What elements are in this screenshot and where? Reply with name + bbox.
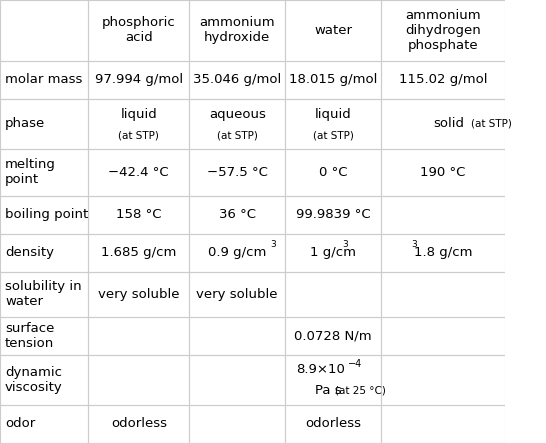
Bar xyxy=(88,149,189,196)
Bar xyxy=(189,0,285,61)
Text: 18.015 g/mol: 18.015 g/mol xyxy=(289,74,377,86)
Bar xyxy=(0,317,88,355)
Bar xyxy=(0,405,88,443)
Bar xyxy=(88,272,189,317)
Text: Pa s: Pa s xyxy=(315,385,341,397)
Text: 8.9×10: 8.9×10 xyxy=(296,363,345,376)
Bar xyxy=(189,233,285,272)
Text: (at STP): (at STP) xyxy=(118,130,159,140)
Text: aqueous: aqueous xyxy=(209,109,266,121)
Bar xyxy=(0,355,88,405)
Bar xyxy=(285,61,381,99)
Bar xyxy=(381,99,505,149)
Text: odor: odor xyxy=(5,417,35,431)
Bar xyxy=(285,355,381,405)
Text: 1.685 g/cm: 1.685 g/cm xyxy=(101,246,176,259)
Bar xyxy=(88,233,189,272)
Bar xyxy=(0,272,88,317)
Text: 115.02 g/mol: 115.02 g/mol xyxy=(399,74,487,86)
Text: −4: −4 xyxy=(348,359,362,369)
Text: ammonium
dihydrogen
phosphate: ammonium dihydrogen phosphate xyxy=(405,9,481,52)
Bar xyxy=(285,272,381,317)
Text: 36 °C: 36 °C xyxy=(219,208,256,221)
Bar xyxy=(381,272,505,317)
Text: solubility in
water: solubility in water xyxy=(5,280,82,308)
Bar xyxy=(189,99,285,149)
Bar xyxy=(189,149,285,196)
Bar xyxy=(285,149,381,196)
Text: odorless: odorless xyxy=(111,417,167,431)
Text: surface
tension: surface tension xyxy=(5,322,55,350)
Bar xyxy=(381,355,505,405)
Text: (at STP): (at STP) xyxy=(471,119,512,129)
Bar xyxy=(88,355,189,405)
Bar xyxy=(381,233,505,272)
Bar xyxy=(0,0,88,61)
Text: 0.0728 N/m: 0.0728 N/m xyxy=(294,329,372,342)
Bar xyxy=(285,317,381,355)
Text: (at STP): (at STP) xyxy=(217,130,258,140)
Text: phosphoric
acid: phosphoric acid xyxy=(102,16,176,44)
Bar xyxy=(189,405,285,443)
Bar xyxy=(88,61,189,99)
Bar xyxy=(0,61,88,99)
Text: dynamic
viscosity: dynamic viscosity xyxy=(5,366,63,394)
Text: liquid: liquid xyxy=(121,109,157,121)
Bar xyxy=(88,99,189,149)
Text: very soluble: very soluble xyxy=(197,288,278,301)
Bar xyxy=(381,0,505,61)
Text: 0.9 g/cm: 0.9 g/cm xyxy=(208,246,266,259)
Bar xyxy=(88,0,189,61)
Text: 1.8 g/cm: 1.8 g/cm xyxy=(414,246,472,259)
Text: −57.5 °C: −57.5 °C xyxy=(207,166,268,179)
Bar xyxy=(189,272,285,317)
Text: very soluble: very soluble xyxy=(98,288,180,301)
Bar xyxy=(381,196,505,233)
Bar xyxy=(88,196,189,233)
Text: (at STP): (at STP) xyxy=(313,130,354,140)
Text: ammonium
hydroxide: ammonium hydroxide xyxy=(199,16,275,44)
Text: 3: 3 xyxy=(342,240,348,249)
Text: liquid: liquid xyxy=(314,109,352,121)
Text: solid: solid xyxy=(433,117,464,131)
Text: 3: 3 xyxy=(411,240,417,249)
Bar xyxy=(0,196,88,233)
Bar xyxy=(381,317,505,355)
Text: molar mass: molar mass xyxy=(5,74,82,86)
Bar xyxy=(88,405,189,443)
Text: phase: phase xyxy=(5,117,45,131)
Bar xyxy=(189,61,285,99)
Bar xyxy=(189,196,285,233)
Text: 190 °C: 190 °C xyxy=(420,166,466,179)
Text: −42.4 °C: −42.4 °C xyxy=(109,166,169,179)
Bar xyxy=(189,317,285,355)
Bar xyxy=(189,355,285,405)
Bar xyxy=(0,233,88,272)
Text: 1 g/cm: 1 g/cm xyxy=(310,246,356,259)
Text: water: water xyxy=(314,24,352,37)
Bar xyxy=(285,233,381,272)
Text: 99.9839 °C: 99.9839 °C xyxy=(296,208,370,221)
Text: boiling point: boiling point xyxy=(5,208,88,221)
Text: 3: 3 xyxy=(270,240,276,249)
Bar xyxy=(285,196,381,233)
Text: 97.994 g/mol: 97.994 g/mol xyxy=(95,74,183,86)
Text: 0 °C: 0 °C xyxy=(319,166,347,179)
Bar xyxy=(0,149,88,196)
Bar xyxy=(0,99,88,149)
Bar xyxy=(88,317,189,355)
Bar xyxy=(285,99,381,149)
Text: 158 °C: 158 °C xyxy=(116,208,162,221)
Bar xyxy=(381,405,505,443)
Text: odorless: odorless xyxy=(305,417,361,431)
Text: density: density xyxy=(5,246,54,259)
Bar xyxy=(381,61,505,99)
Bar xyxy=(285,0,381,61)
Text: (at 25 °C): (at 25 °C) xyxy=(335,386,387,396)
Text: melting
point: melting point xyxy=(5,158,56,187)
Bar xyxy=(381,149,505,196)
Bar xyxy=(285,405,381,443)
Text: 35.046 g/mol: 35.046 g/mol xyxy=(193,74,281,86)
